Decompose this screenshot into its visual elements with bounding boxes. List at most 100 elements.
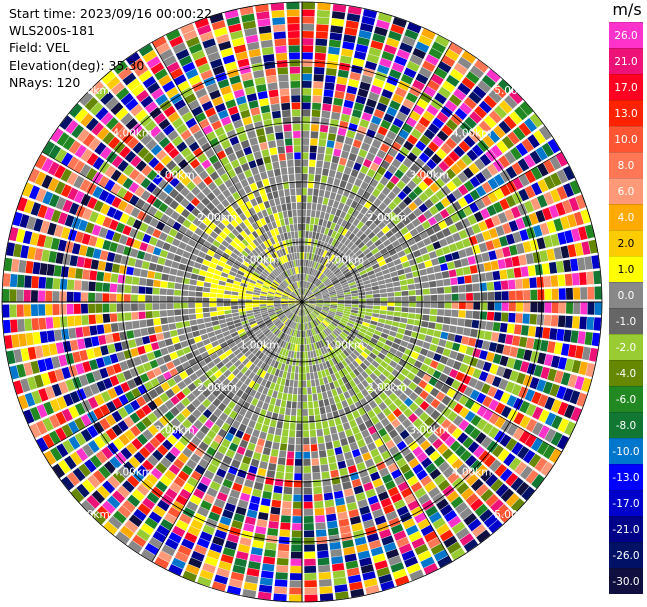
range-gate [563,183,575,198]
range-gate [23,199,35,214]
range-gate [415,256,424,264]
range-gate [372,263,380,270]
range-gate [169,245,178,254]
range-gate [222,478,233,489]
range-gate [292,523,302,531]
range-gate [267,246,273,255]
range-gate [405,116,417,128]
range-gate [177,452,189,464]
range-gate [542,381,553,395]
range-gate [287,269,292,276]
range-gate [109,353,119,364]
range-gate [359,445,369,455]
range-gate [425,244,435,253]
range-gate [79,92,94,107]
range-gate [321,339,327,346]
range-gate [20,347,30,362]
range-gate [362,191,371,200]
range-gate [66,303,74,315]
range-gate [374,396,383,406]
range-gate [245,426,254,435]
range-gate [117,485,130,499]
range-gate [278,265,284,273]
range-gate [208,154,219,165]
range-gate [373,302,381,306]
range-gate [318,571,332,580]
range-gate [487,130,501,143]
range-gate [217,392,226,402]
range-gate [351,257,360,264]
range-gate [244,410,253,420]
range-gate [310,379,316,387]
range-gate [135,420,147,433]
range-gate [327,285,335,291]
range-gate [223,294,231,299]
range-gate [200,333,209,341]
range-gate [383,542,397,553]
start-time-label: Start time: 2023/09/16 00:00:22 [9,6,213,21]
range-gate [172,117,184,129]
range-gate [238,253,247,261]
range-gate [196,202,206,212]
range-gate [239,355,247,363]
range-gate [38,317,47,330]
range-gate [196,341,205,349]
range-gate [358,304,366,309]
range-gate [303,473,312,481]
range-gate [351,360,360,368]
range-gate [360,165,369,175]
range-gate [528,453,542,468]
range-gate [372,333,380,341]
range-gate [126,358,136,369]
range-gate [445,137,457,150]
range-gate [230,356,239,364]
range-gate [408,307,416,313]
range-gate [346,567,360,577]
range-gate [508,312,516,323]
range-gate [95,86,109,100]
range-gate [275,309,283,314]
range-gate [297,315,300,323]
range-gate [126,266,135,276]
range-gate [266,296,274,300]
range-gate [289,328,294,336]
range-gate [52,291,60,302]
range-gate [368,364,377,372]
range-gate [197,236,206,245]
range-gate [98,189,110,202]
range-gate [261,250,269,258]
range-gate [107,442,119,455]
range-gate [188,308,196,314]
range-gate [382,252,391,260]
range-gate [361,429,370,439]
range-gate [345,197,353,207]
range-gate [214,269,222,276]
range-gate [22,230,33,245]
range-gate [464,410,476,423]
range-gate [413,234,423,243]
range-gate [346,276,354,282]
range-gate [280,167,288,176]
range-gate [110,323,119,333]
range-gate [327,229,334,237]
range-gate [537,352,547,365]
range-gate [398,129,410,140]
range-gate [55,196,67,210]
range-gate [216,193,226,203]
range-gate [510,477,524,492]
range-gate [117,66,133,80]
range-gate [127,475,140,488]
range-gate [217,284,226,290]
range-gate [203,317,212,323]
range-gate [247,560,261,570]
range-gate [216,302,224,307]
range-gate [354,455,364,465]
range-gate [128,339,137,349]
range-gate [341,48,354,58]
range-gate [456,463,469,476]
range-gate [463,512,478,526]
range-gate [332,4,347,13]
range-gate [41,344,51,357]
range-gate [314,508,325,516]
range-gate [315,317,321,324]
